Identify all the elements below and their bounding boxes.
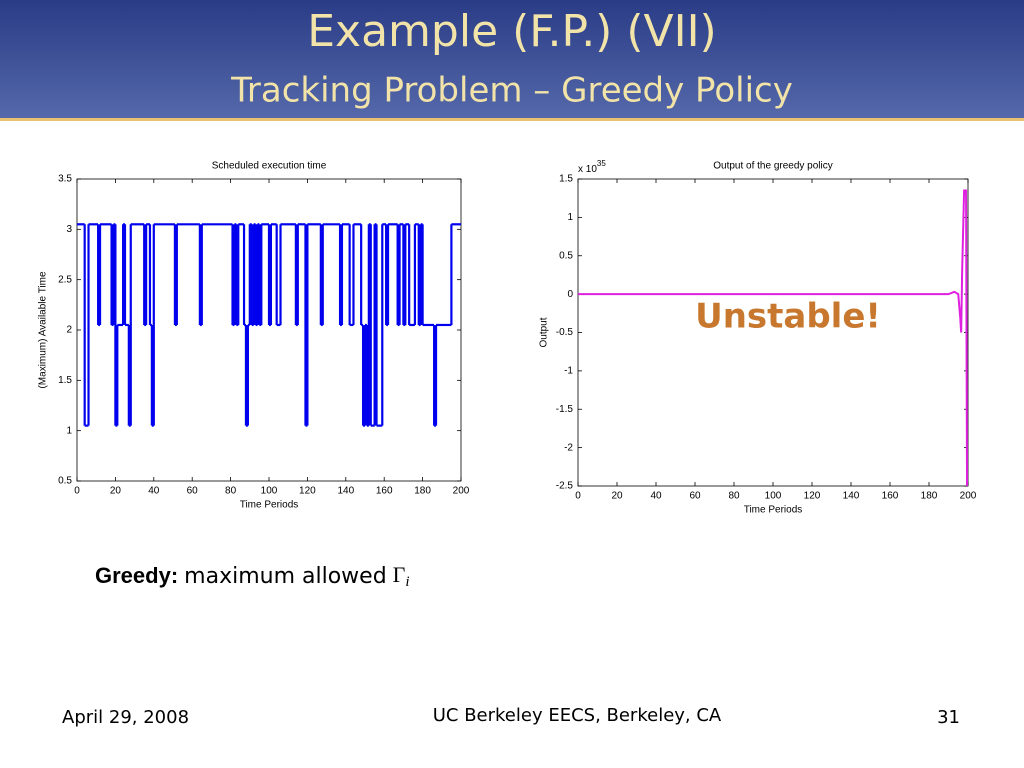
caption-bold: Greedy: [95, 563, 178, 588]
x-tick-label: 20 [611, 491, 623, 502]
caption-symbol: Γ [393, 562, 406, 587]
caption: Greedy: maximum allowed Γi [95, 562, 410, 590]
x-tick-label: 180 [921, 491, 938, 502]
x-tick-label: 180 [414, 486, 431, 497]
x-tick-label: 160 [882, 491, 899, 502]
y-axis-label: (Maximum) Available Time [38, 271, 49, 389]
chart-title: Scheduled execution time [212, 161, 327, 172]
x-tick-label: 40 [650, 491, 662, 502]
y-tick-label: 3.5 [58, 174, 72, 185]
footer-venue: UC Berkeley EECS, Berkeley, CA [433, 705, 722, 726]
x-tick-label: 80 [225, 486, 237, 497]
y-tick-label: -1.5 [556, 404, 574, 415]
x-tick-label: 60 [689, 491, 701, 502]
y-tick-label: 1 [66, 425, 72, 436]
footer-page: 31 [937, 707, 960, 728]
y-multiplier-exponent: 35 [597, 159, 606, 168]
chart: Scheduled execution time Time Periods (Max… [38, 161, 470, 511]
y-tick-label: -1 [564, 366, 573, 377]
caption-subscript: i [405, 574, 409, 590]
chart-title: Output of the greedy policy [713, 161, 833, 172]
x-tick-label: 160 [376, 486, 393, 497]
y-multiplier-base: x 10 [578, 164, 597, 175]
slide-subtitle: Tracking Problem – Greedy Policy [230, 71, 793, 111]
chart: Output of the greedy policy Time Periods O… [539, 159, 977, 516]
x-tick-label: 0 [74, 486, 80, 497]
x-tick-label: 80 [728, 491, 740, 502]
y-tick-label: 1.5 [559, 174, 573, 185]
annotation: Unstable! [695, 297, 881, 337]
x-tick-label: 140 [843, 491, 860, 502]
x-tick-label: 120 [804, 491, 821, 502]
x-tick-label: 20 [110, 486, 122, 497]
x-tick-label: 120 [299, 486, 316, 497]
y-tick-label: 0.5 [559, 250, 573, 261]
y-tick-label: 0.5 [58, 476, 72, 487]
y-tick-label: 1 [567, 212, 573, 223]
y-tick-label: 2.5 [58, 274, 72, 285]
x-tick-label: 100 [765, 491, 782, 502]
y-tick-label: -2.5 [556, 481, 574, 492]
header-rule [0, 118, 1024, 121]
caption-text: maximum allowed [184, 564, 387, 589]
y-axis-label: Output [539, 317, 550, 347]
y-multiplier: x 1035 [578, 159, 606, 175]
y-tick-label: -0.5 [556, 327, 574, 338]
x-tick-label: 200 [960, 491, 977, 502]
x-axis-label: Time Periods [744, 505, 803, 516]
y-tick-label: 3 [66, 224, 72, 235]
slide-title: Example (F.P.) (VII) [307, 6, 716, 57]
series-line [578, 189, 969, 487]
x-tick-label: 100 [261, 486, 278, 497]
y-tick-label: 2 [66, 325, 72, 336]
y-tick-label: -2 [564, 442, 573, 453]
x-tick-label: 140 [337, 486, 354, 497]
x-tick-label: 0 [575, 491, 581, 502]
x-tick-label: 60 [187, 486, 199, 497]
y-tick-label: 1.5 [58, 375, 72, 386]
footer-date: April 29, 2008 [62, 707, 189, 728]
y-tick-label: 0 [567, 289, 573, 300]
x-tick-label: 40 [148, 486, 160, 497]
x-tick-label: 200 [453, 486, 470, 497]
header-band [0, 0, 1024, 118]
x-axis-label: Time Periods [240, 500, 299, 511]
